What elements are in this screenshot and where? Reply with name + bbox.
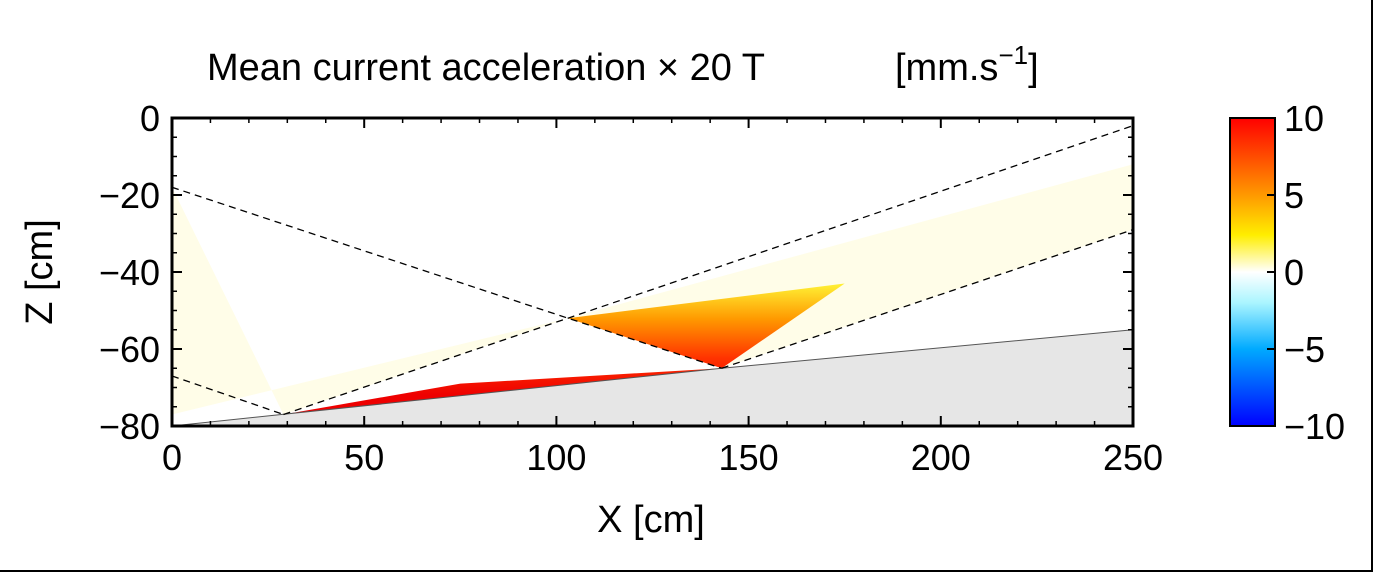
y-axis-label: Z [cm] — [19, 219, 61, 325]
bottom-border — [0, 570, 1373, 572]
dashed-line-2 — [283, 125, 1133, 416]
right-border — [1371, 0, 1373, 572]
y-tick-label: −20 — [99, 175, 160, 216]
y-tick-label: 0 — [140, 98, 160, 139]
bed-area — [172, 329, 1133, 426]
x-tick-label: 150 — [719, 437, 779, 478]
chart-title: Mean current acceleration × 20 T — [207, 47, 765, 89]
x-tick-label: 50 — [344, 437, 384, 478]
y-tick-label: −40 — [99, 252, 160, 293]
x-tick-label: 250 — [1103, 437, 1163, 478]
colorbar-tick-label: 0 — [1284, 252, 1304, 293]
chart-title-units: [mm.s−1] — [895, 40, 1039, 89]
colorbar-tick-label: 10 — [1284, 98, 1324, 139]
colorbar-ticks: 10 5 0 −5 −10 — [1267, 98, 1345, 447]
x-tick-label: 100 — [526, 437, 586, 478]
x-tick-label: 200 — [911, 437, 971, 478]
dashed-line-3 — [721, 229, 1133, 369]
y-tick-label: −80 — [99, 406, 160, 447]
units-exponent: −1 — [998, 40, 1028, 70]
colorbar-tick-label: −5 — [1284, 329, 1325, 370]
axis-ticks: 0 50 100 150 200 250 0 −20 −40 −60 −80 — [99, 98, 1163, 478]
colorbar-tick-label: 5 — [1284, 175, 1304, 216]
y-tick-label: −60 — [99, 329, 160, 370]
x-tick-label: 0 — [162, 437, 182, 478]
x-axis-label: X [cm] — [597, 499, 705, 541]
field-region-0 — [172, 187, 568, 415]
colorbar-tick-label: −10 — [1284, 406, 1345, 447]
field-band — [567, 283, 845, 369]
dashed-line-1 — [172, 375, 284, 416]
plot-area — [172, 125, 1133, 426]
